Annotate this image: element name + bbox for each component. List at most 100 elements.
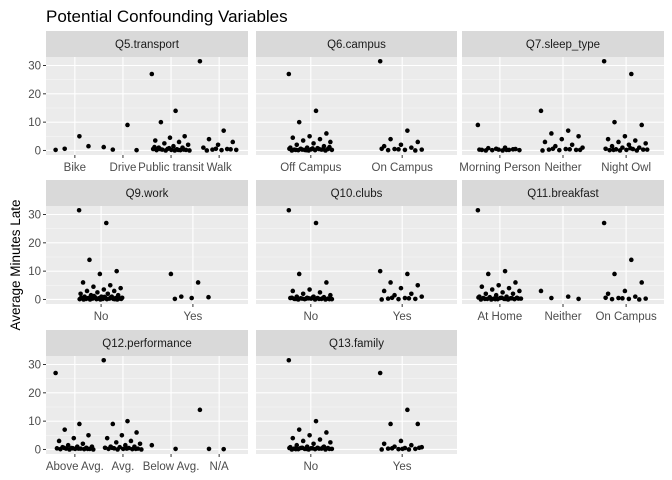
data-point: [609, 296, 615, 302]
data-point: [609, 143, 615, 149]
y-tick-label: 30: [28, 60, 41, 72]
y-tick-label: 20: [28, 238, 41, 250]
data-point: [416, 445, 422, 451]
data-point: [388, 136, 393, 142]
data-point: [576, 296, 581, 302]
facet-strip-label: Q11.breakfast: [527, 188, 599, 200]
data-point: [300, 438, 306, 444]
data-point: [565, 128, 571, 133]
data-point: [379, 297, 384, 302]
data-point: [320, 147, 326, 152]
data-point: [605, 136, 611, 142]
data-point: [405, 128, 410, 133]
x-tick-label-on-campus: On Campus: [372, 162, 434, 174]
facet-strip-label: Q7.sleep_type: [526, 39, 600, 51]
data-point: [632, 138, 638, 143]
data-point: [293, 296, 299, 302]
data-point: [110, 421, 116, 427]
data-point: [149, 442, 155, 448]
data-point: [62, 427, 68, 432]
data-point: [406, 296, 412, 301]
data-point: [559, 136, 565, 142]
data-point: [296, 119, 302, 125]
data-point: [607, 147, 612, 153]
data-point: [629, 257, 634, 263]
data-point: [81, 446, 87, 452]
data-point: [546, 147, 552, 152]
data-point: [616, 295, 621, 301]
data-point: [492, 296, 498, 302]
data-point: [402, 147, 408, 153]
y-tick-label: 10: [28, 266, 41, 278]
data-point: [324, 280, 329, 285]
data-point: [489, 147, 495, 153]
data-point: [398, 142, 404, 148]
data-point: [158, 119, 164, 125]
data-point: [299, 296, 305, 301]
x-tick-label-yes: Yes: [393, 461, 412, 473]
data-point: [90, 447, 96, 452]
x-tick-label-yes: Yes: [184, 311, 203, 323]
data-point: [172, 148, 178, 153]
data-point: [639, 280, 645, 285]
data-point: [328, 440, 333, 445]
data-point: [187, 148, 192, 153]
data-point: [324, 430, 329, 435]
data-point: [290, 135, 296, 141]
data-point: [381, 288, 387, 294]
data-point: [307, 287, 312, 292]
data-point: [550, 146, 556, 152]
y-tick-label: 0: [35, 444, 41, 456]
data-point: [381, 441, 387, 447]
data-point: [293, 446, 299, 452]
y-tick-label: 10: [28, 117, 41, 129]
data-point: [402, 295, 408, 301]
data-point: [479, 284, 485, 290]
facet-strip-label: Q13.family: [329, 338, 384, 350]
data-point: [65, 442, 71, 448]
data-point: [485, 271, 491, 277]
facet-q6-campus: Q6.campus Off Campus On Campus: [256, 31, 457, 174]
data-point: [195, 280, 201, 285]
data-point: [389, 295, 395, 301]
facet-q11-breakfast: Q11.breakfast At Home Neither On Campus: [462, 180, 664, 323]
x-tick-label-no: No: [94, 311, 109, 323]
data-point: [206, 136, 212, 142]
data-point: [573, 147, 579, 153]
data-point: [67, 447, 72, 452]
data-point: [328, 292, 333, 298]
data-point: [110, 147, 116, 152]
data-point: [388, 280, 393, 285]
data-point: [70, 446, 76, 451]
data-point: [294, 142, 300, 148]
data-point: [324, 131, 329, 136]
facet-q10-clubs: Q10.clubs No Yes: [256, 180, 457, 323]
x-tick-label-night-owl: Night Owl: [601, 162, 651, 174]
data-point: [643, 296, 648, 301]
data-point: [310, 146, 315, 151]
data-point: [496, 283, 501, 288]
y-tick-label: 10: [28, 416, 41, 428]
x-tick-label-at-home: At Home: [478, 311, 523, 323]
data-point: [327, 296, 332, 302]
data-point: [134, 430, 139, 435]
data-point: [567, 147, 573, 152]
data-point: [500, 148, 505, 153]
data-point: [91, 284, 96, 290]
x-tick-label-n-a: N/A: [210, 461, 230, 473]
facet-strip-label: Q6.campus: [327, 39, 386, 51]
data-point: [303, 147, 309, 153]
facet-strip-label: Q9.work: [126, 188, 169, 200]
data-point: [493, 292, 499, 298]
panel-background: [46, 356, 248, 454]
data-point: [178, 294, 184, 299]
y-tick-label: 30: [28, 359, 41, 371]
data-point: [109, 445, 115, 451]
data-point: [221, 446, 226, 452]
data-point: [405, 407, 410, 413]
data-point: [405, 271, 410, 277]
data-point: [219, 147, 224, 153]
x-tick-label-neither: Neither: [544, 311, 581, 323]
data-point: [303, 446, 309, 452]
x-tick-label-above-avg: Above Avg.: [46, 461, 104, 473]
